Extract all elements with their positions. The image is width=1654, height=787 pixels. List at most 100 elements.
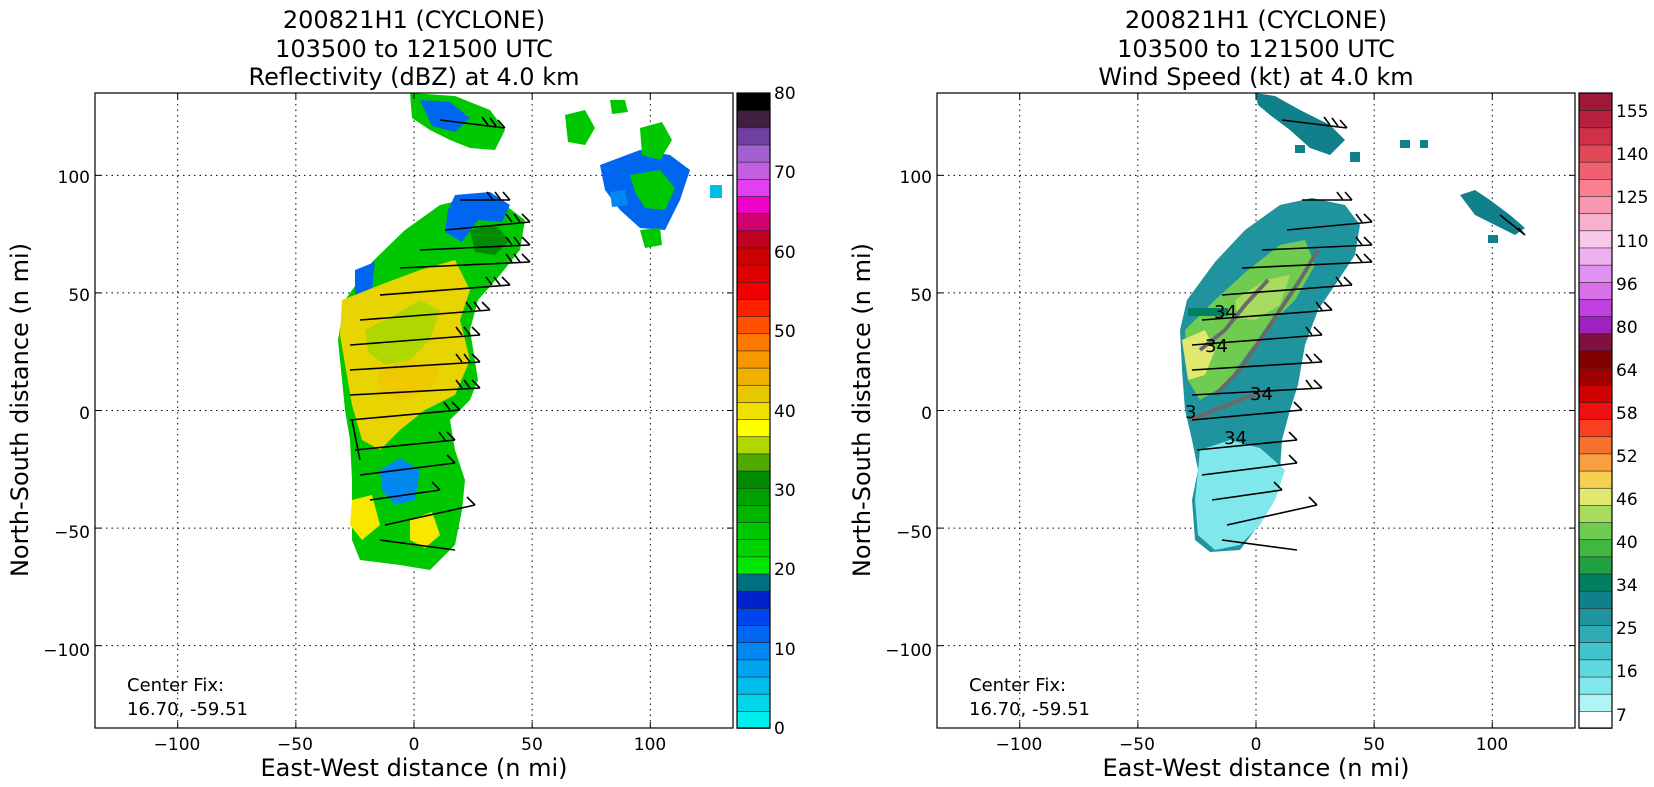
colorbar-swatch [1578, 350, 1613, 369]
colorbar-tick-label: 70 [774, 163, 796, 183]
colorbar-swatch [736, 710, 771, 729]
colorbar-tick-label: 16 [1616, 662, 1638, 682]
colorbar-frame [1578, 92, 1613, 729]
x-tick-label: 100 [634, 735, 666, 755]
colorbar-swatch [736, 676, 771, 695]
y-tick-label: 100 [58, 168, 90, 188]
y-tick-label: 0 [79, 404, 90, 424]
colorbar-swatch [736, 144, 771, 163]
colorbar-swatch [1578, 367, 1613, 386]
panel-reflectivity: 200821H1 (CYCLONE) 103500 to 121500 UTC … [6, 6, 796, 782]
echo-cell-ne-core [630, 170, 675, 210]
echo-cell-north-edge [420, 100, 470, 132]
colorbar-tick-label: 7 [1616, 706, 1627, 726]
colorbar-swatch [736, 418, 771, 438]
x-tick-label: 100 [1476, 735, 1508, 755]
colorbar-swatch [1578, 178, 1613, 197]
wind-field-small [1350, 152, 1360, 162]
x-axis-label: East-West distance (n mi) [1102, 754, 1409, 782]
colorbar-swatch [1578, 624, 1613, 643]
echo-cell-small [710, 185, 722, 198]
y-tick-label: 0 [921, 404, 932, 424]
colorbar-swatch [1578, 487, 1613, 506]
colorbar-swatch [736, 435, 771, 455]
colorbar-swatch [1578, 92, 1613, 111]
echo-cell-small [565, 110, 595, 145]
colorbar-swatch [1578, 401, 1613, 420]
colorbar-swatch [1578, 453, 1613, 472]
y-tick-label: −50 [896, 523, 932, 543]
panel-title-line-2: 103500 to 121500 UTC [1117, 35, 1395, 63]
colorbar-swatch [1578, 212, 1613, 232]
colorbar-tick-label: 25 [1616, 619, 1638, 639]
colorbar-tick-label: 40 [774, 402, 796, 422]
x-tick-label: −100 [154, 735, 201, 755]
colorbar-swatch [1578, 504, 1613, 523]
colorbar-swatch [1578, 298, 1613, 317]
colorbar-tick-label: 110 [1616, 232, 1648, 252]
wind-field-small [1295, 145, 1305, 153]
colorbar-swatch [736, 109, 771, 129]
x-tick-label: −50 [1119, 735, 1155, 755]
wind-field-small [1488, 235, 1498, 243]
colorbar-swatch [1578, 641, 1613, 661]
wind-field-yellow [1235, 275, 1290, 320]
colorbar-windspeed [1578, 92, 1613, 729]
colorbar-tick-label: 20 [774, 560, 796, 580]
colorbar-swatch [1578, 247, 1613, 266]
colorbar-tick-label: 50 [774, 322, 796, 342]
colorbar-swatch [736, 401, 771, 420]
colorbar-tick-label: 30 [774, 481, 796, 501]
colorbar-swatch [1578, 195, 1613, 214]
center-fix-value: 16.70, -59.51 [969, 699, 1090, 720]
colorbar-tick-label: 10 [774, 640, 796, 660]
colorbar-swatch [1578, 710, 1613, 729]
colorbar-tick-label: 80 [1616, 318, 1638, 338]
colorbar-tick-label: 52 [1616, 447, 1638, 467]
colorbar-swatch [1578, 144, 1613, 163]
echo-yellow-inner [350, 495, 380, 540]
colorbar-swatch [736, 453, 771, 472]
colorbar-swatch [1578, 538, 1613, 558]
contour-label: 34 [1214, 302, 1237, 323]
panel-title-line-3: Reflectivity (dBZ) at 4.0 km [249, 63, 580, 91]
colorbar-swatch [736, 195, 771, 214]
colorbar-swatch [1578, 556, 1613, 575]
colorbar-swatch [1578, 418, 1613, 438]
echo-blue-edge [355, 262, 375, 295]
colorbar-swatch [1578, 109, 1613, 129]
wind-barbs [349, 116, 531, 551]
contour-label: 34 [1250, 384, 1273, 405]
colorbar-swatch [736, 315, 771, 335]
colorbar-swatch [736, 212, 771, 232]
colorbar-tick-label: 58 [1616, 404, 1638, 424]
colorbar-swatch [736, 350, 771, 369]
wind-field-small [1400, 140, 1410, 148]
x-tick-label: 0 [1251, 735, 1262, 755]
echo-blue-edge [445, 192, 510, 242]
colorbar-tick-label: 125 [1616, 188, 1648, 208]
contour-label: 34 [1205, 336, 1228, 357]
colorbar-swatch [736, 504, 771, 523]
echo-cell-small [640, 122, 672, 160]
colorbar-swatch [736, 693, 771, 712]
colorbar-swatch [736, 127, 771, 146]
x-tick-label: 0 [409, 735, 420, 755]
colorbar-swatch [1578, 229, 1613, 249]
center-fix-value: 16.70, -59.51 [127, 699, 248, 720]
axis-ticks [95, 93, 733, 728]
colorbar-swatch [736, 332, 771, 352]
panel-windspeed: 200821H1 (CYCLONE) 103500 to 121500 UTC … [848, 6, 1648, 782]
colorbar-swatch [736, 590, 771, 609]
colorbar-swatch [736, 229, 771, 249]
colorbar-swatch [1578, 281, 1613, 300]
colorbar-swatch [1578, 676, 1613, 695]
panel-title-line-2: 103500 to 121500 UTC [275, 35, 553, 63]
y-tick-label: −100 [885, 641, 932, 661]
colorbar-swatch [736, 556, 771, 575]
colorbar-swatch [736, 247, 771, 266]
wind-field-small [1420, 140, 1428, 148]
colorbar-tick-label: 64 [1616, 361, 1638, 381]
wind-field-ne [1460, 190, 1525, 235]
colorbar-swatch [736, 573, 771, 592]
